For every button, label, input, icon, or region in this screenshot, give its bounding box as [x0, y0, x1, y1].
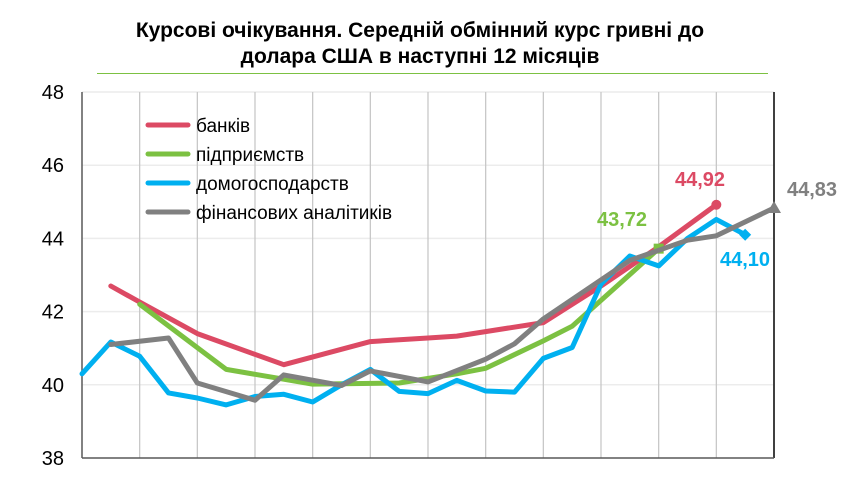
end-value-label: 44,10 [720, 249, 770, 271]
end-marker-circle [711, 199, 722, 210]
end-marker-triangle [767, 201, 781, 214]
y-tick-label: 48 [42, 82, 64, 104]
y-tick-label: 40 [42, 375, 64, 397]
series-line-3 [108, 205, 777, 403]
chart-title: Курсові очікування. Середній обмінний ку… [60, 18, 780, 70]
series-line-0 [108, 202, 719, 368]
y-tick-label: 42 [42, 302, 64, 324]
chart-title-line-2: долара США в наступні 12 місяців [240, 45, 600, 68]
legend-label: банків [196, 116, 250, 137]
legend-label: підприємств [196, 145, 304, 166]
end-marker-diamond [739, 228, 752, 241]
series-line-1 [137, 246, 662, 387]
end-value-label: 44,83 [787, 179, 837, 201]
y-tick-label: 44 [42, 228, 64, 250]
y-tick-label: 38 [42, 448, 64, 470]
chart-title-line-1: Курсові очікування. Середній обмінний ку… [135, 19, 705, 42]
title-underline [97, 73, 768, 74]
end-value-label: 43,72 [597, 209, 647, 231]
y-tick-label: 46 [42, 155, 64, 177]
legend-label: фінансових аналітиків [196, 203, 392, 224]
end-value-label: 44,92 [675, 169, 725, 191]
legend-label: домогосподарств [196, 174, 349, 195]
